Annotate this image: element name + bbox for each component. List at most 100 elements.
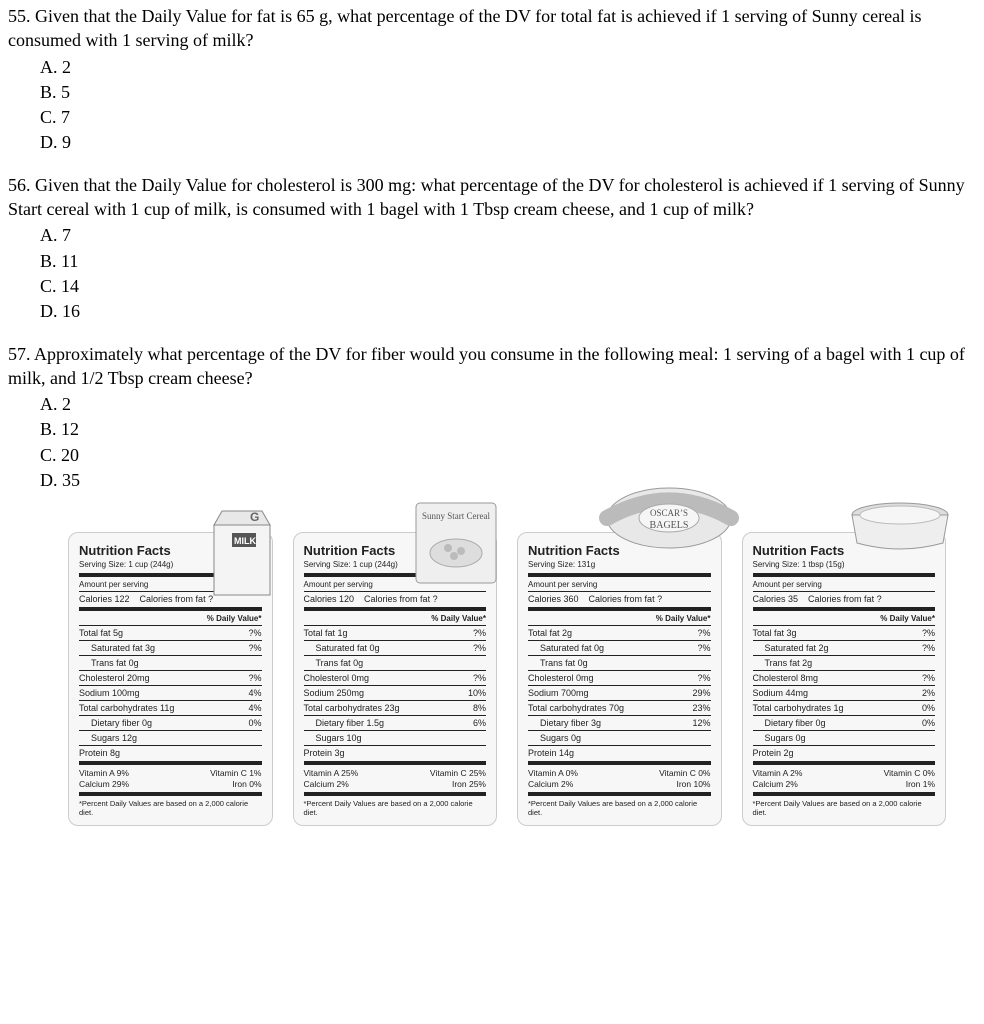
dv-footnote: *Percent Daily Values are based on a 2,0… — [528, 799, 711, 817]
nutrition-facts-panel: OSCAR’SBAGELSNutrition FactsServing Size… — [517, 532, 722, 826]
nutrient-dv: ?% — [473, 673, 486, 683]
calories-row: Calories 120 Calories from fat ? — [304, 594, 487, 604]
nutrient-label: Protein 8g — [79, 748, 120, 758]
nutrient-dv: ?% — [697, 628, 710, 638]
amount-per-serving-label: Amount per serving — [753, 580, 936, 589]
nutrient-dv: 23% — [692, 703, 710, 713]
nutrient-row: Protein 3g — [304, 748, 487, 758]
nutrient-row: Total carbohydrates 1g 0% — [753, 703, 936, 713]
nutrient-label: Sodium 250mg — [304, 688, 365, 698]
amount-per-serving-label: Amount per serving — [528, 580, 711, 589]
calories-row: Calories 35 Calories from fat ? — [753, 594, 936, 604]
svg-text:OSCAR’S: OSCAR’S — [649, 508, 687, 518]
nutrient-dv: ?% — [697, 643, 710, 653]
nutrient-label: Saturated fat 0g — [540, 643, 604, 653]
nutrient-row: Total fat 5g?% — [79, 628, 262, 638]
nutrient-row: Cholesterol 8mg?% — [753, 673, 936, 683]
nutrient-row: Dietary fiber 1.5g6% — [304, 718, 487, 728]
nutrient-label: Total carbohydrates 1g — [753, 703, 844, 713]
vitamin-left: Vitamin A 25% — [304, 768, 359, 778]
product-illustration — [845, 495, 955, 557]
vitamin-row: Vitamin A 2% Vitamin C 0% — [753, 768, 936, 778]
nutrient-label: Cholesterol 0mg — [528, 673, 594, 683]
nutrient-label: Protein 3g — [304, 748, 345, 758]
nutrient-dv: 12% — [692, 718, 710, 728]
nutrient-row: Cholesterol 0mg?% — [528, 673, 711, 683]
nutrient-label: Sugars 12g — [91, 733, 137, 743]
options-list: A. 7B. 11C. 14D. 16 — [8, 223, 976, 323]
vitamin-right: Vitamin C 0% — [884, 768, 935, 778]
nutrient-row: Trans fat 0g — [304, 658, 487, 668]
nutrient-label: Saturated fat 3g — [91, 643, 155, 653]
nutrient-row: Total fat 2g?% — [528, 628, 711, 638]
vitamin-left: Vitamin A 9% — [79, 768, 129, 778]
vitamin-row: Calcium 2% Iron 25% — [304, 779, 487, 789]
nutrient-label: Protein 14g — [528, 748, 574, 758]
nutrient-label: Total carbohydrates 23g — [304, 703, 400, 713]
svg-text:MILK: MILK — [234, 536, 256, 546]
question-text: 57. Approximately what percentage of the… — [8, 342, 976, 391]
nutrient-dv: ?% — [473, 628, 486, 638]
option: A. 2 — [40, 392, 976, 416]
nutrient-row: Dietary fiber 0g0% — [753, 718, 936, 728]
nutrient-label: Sodium 44mg — [753, 688, 809, 698]
nutrient-label: Total fat 5g — [79, 628, 123, 638]
nutrient-label: Cholesterol 8mg — [753, 673, 819, 683]
nutrient-row: Dietary fiber 3g 12% — [528, 718, 711, 728]
nutrient-label: Total fat 1g — [304, 628, 348, 638]
option: C. 20 — [40, 443, 976, 467]
nutrient-label: Total fat 3g — [753, 628, 797, 638]
vitamin-row: Calcium 2%Iron 1% — [753, 779, 936, 789]
option: B. 5 — [40, 80, 976, 104]
vitamin-left: Vitamin A 2% — [753, 768, 803, 778]
nutrient-row: Protein 8g — [79, 748, 262, 758]
vitamin-right: Iron 25% — [452, 779, 486, 789]
nutrient-dv: 0% — [922, 703, 935, 713]
nutrient-dv: ?% — [922, 673, 935, 683]
nutrient-label: Trans fat 0g — [316, 658, 364, 668]
nutrient-row: Sodium 44mg 2% — [753, 688, 936, 698]
nutrient-row: Sodium 700mg29% — [528, 688, 711, 698]
nutrient-label: Dietary fiber 3g — [540, 718, 601, 728]
options-list: A. 2B. 12C. 20D. 35 — [8, 392, 976, 492]
nutrient-label: Total fat 2g — [528, 628, 572, 638]
question: 55. Given that the Daily Value for fat i… — [8, 4, 976, 155]
vitamin-row: Calcium 2%Iron 10% — [528, 779, 711, 789]
vitamin-row: Vitamin A 0%Vitamin C 0% — [528, 768, 711, 778]
dv-footnote: *Percent Daily Values are based on a 2,0… — [753, 799, 936, 817]
vitamin-left: Calcium 2% — [304, 779, 349, 789]
nutrient-label: Dietary fiber 1.5g — [316, 718, 385, 728]
option: C. 14 — [40, 274, 976, 298]
nutrient-label: Dietary fiber 0g — [765, 718, 826, 728]
nutrient-dv: 0% — [248, 718, 261, 728]
nutrient-row: Total carbohydrates 11g4% — [79, 703, 262, 713]
nutrient-dv: 2% — [922, 688, 935, 698]
option: A. 2 — [40, 55, 976, 79]
nutrient-label: Sugars 0g — [765, 733, 806, 743]
options-list: A. 2B. 5C. 7D. 9 — [8, 55, 976, 155]
nutrient-row: Total fat 3g?% — [753, 628, 936, 638]
nutrient-dv: ?% — [922, 643, 935, 653]
option: A. 7 — [40, 223, 976, 247]
nutrition-facts-panel: Sunny Start CerealNutrition FactsServing… — [293, 532, 498, 826]
nutrient-label: Saturated fat 0g — [316, 643, 380, 653]
dv-footnote: *Percent Daily Values are based on a 2,0… — [79, 799, 262, 817]
nutrient-label: Trans fat 2g — [765, 658, 813, 668]
nutrient-dv: 4% — [248, 688, 261, 698]
option: D. 16 — [40, 299, 976, 323]
nutrient-label: Sodium 100mg — [79, 688, 140, 698]
vitamin-left: Calcium 29% — [79, 779, 129, 789]
product-illustration: OSCAR’SBAGELS — [599, 478, 739, 560]
nutrient-label: Sodium 700mg — [528, 688, 589, 698]
nutrient-row: Total fat 1g?% — [304, 628, 487, 638]
nutrient-label: Total carbohydrates 11g — [79, 703, 174, 713]
serving-size: Serving Size: 131g — [528, 560, 711, 569]
vitamin-row: Vitamin A 9%Vitamin C 1% — [79, 768, 262, 778]
nutrient-label: Protein 2g — [753, 748, 794, 758]
vitamin-left: Calcium 2% — [528, 779, 573, 789]
nutrient-label: Trans fat 0g — [91, 658, 139, 668]
nutrient-label: Total carbohydrates 70g — [528, 703, 624, 713]
nutrient-row: Saturated fat 0g?% — [304, 643, 487, 653]
nutrient-row: Saturated fat 0g?% — [528, 643, 711, 653]
nutrient-dv: ?% — [922, 628, 935, 638]
